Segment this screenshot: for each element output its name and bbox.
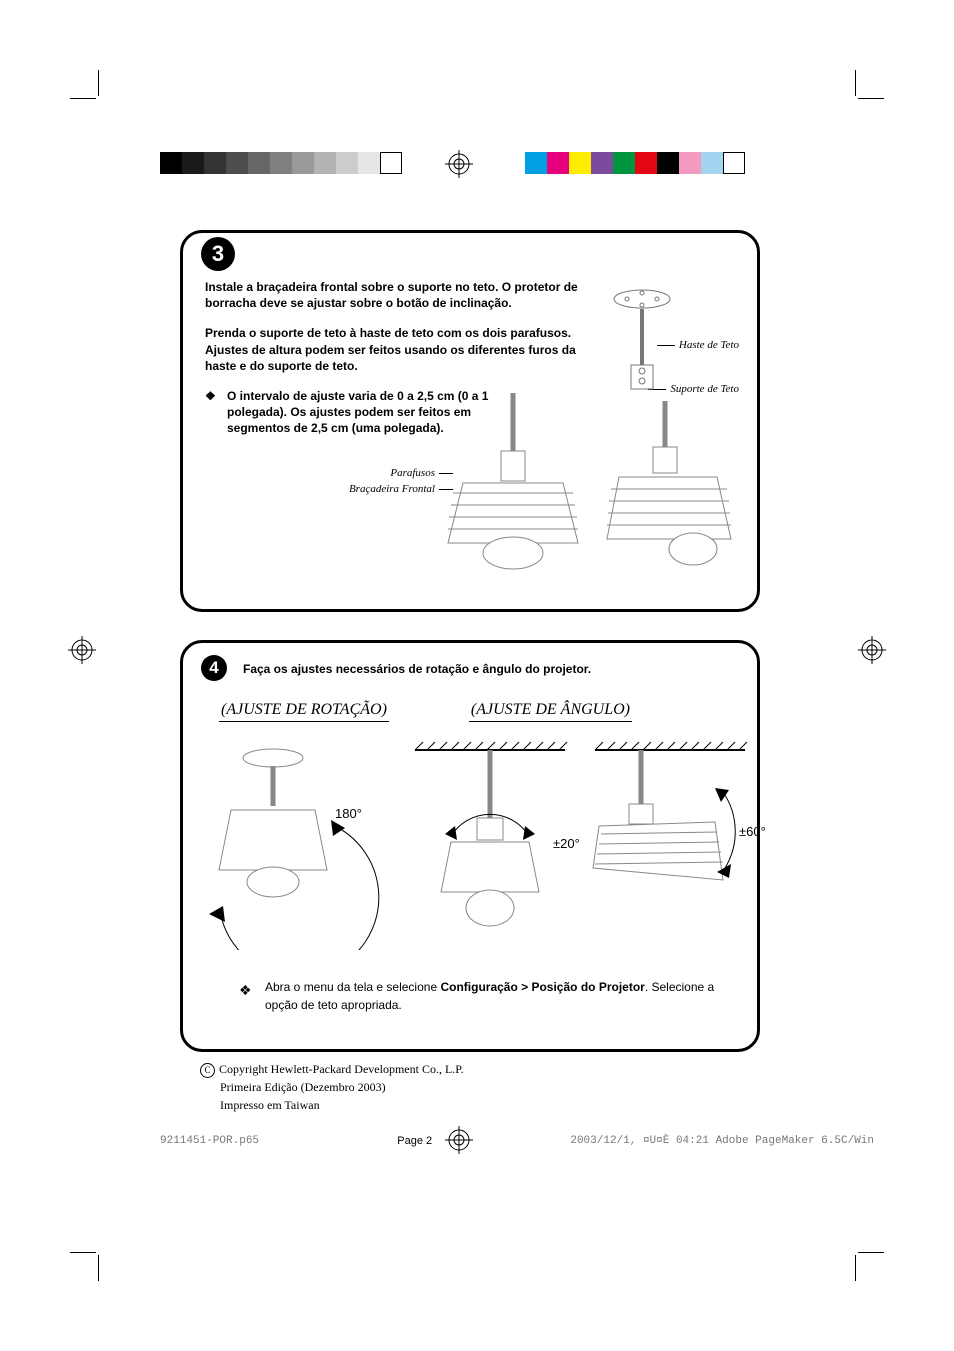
label-parafusos: Parafusos bbox=[333, 467, 453, 479]
crop-mark bbox=[855, 70, 856, 96]
tilt-60-label: ±60° bbox=[739, 824, 766, 839]
cmyk-colorbar bbox=[525, 152, 745, 174]
heading-angle: (AJUSTE DE ÂNGULO) bbox=[469, 701, 632, 722]
crop-mark bbox=[858, 1252, 884, 1253]
footer-edition: Primeira Edição (Dezembro 2003) bbox=[220, 1078, 386, 1096]
menu-note-bold: Configuração > Posição do Projetor bbox=[440, 980, 644, 994]
adjustment-headings-row: (AJUSTE DE ROTAÇÃO) (AJUSTE DE ÂNGULO) bbox=[205, 701, 735, 722]
label-bracadeira-frontal: Braçadeira Frontal bbox=[301, 483, 453, 495]
tilt-20-label: ±20° bbox=[553, 836, 580, 851]
projector-assembly-diagram-1 bbox=[443, 393, 583, 573]
registration-target-icon bbox=[445, 150, 473, 178]
print-page: 3 Instale a braçadeira frontal sobre o s… bbox=[0, 0, 954, 1351]
step-4-panel: 4 Faça os ajustes necessários de rotação… bbox=[180, 640, 760, 1052]
registration-target-icon bbox=[858, 636, 886, 664]
ceiling-plate-diagram bbox=[607, 287, 677, 397]
page-content: 3 Instale a braçadeira frontal sobre o s… bbox=[180, 230, 760, 1080]
slug-filename: 9211451-POR.p65 bbox=[160, 1135, 259, 1147]
copyright-icon: C bbox=[200, 1063, 215, 1078]
rotation-diagram bbox=[205, 740, 385, 950]
crop-mark bbox=[70, 98, 96, 99]
step3-paragraph-2: Prenda o suporte de teto à haste de teto… bbox=[205, 325, 605, 374]
slug-timestamp: 2003/12/1, ¤U¤È 04:21 Adobe PageMaker 6.… bbox=[570, 1135, 874, 1147]
footer-printed: Impresso em Taiwan bbox=[220, 1096, 320, 1114]
crop-mark bbox=[70, 1252, 96, 1253]
print-slug-line: 9211451-POR.p65 Page 2 2003/12/1, ¤U¤È 0… bbox=[160, 1135, 874, 1147]
step-3-panel: 3 Instale a braçadeira frontal sobre o s… bbox=[180, 230, 760, 612]
step-number-badge: 3 bbox=[201, 237, 235, 271]
page-footer: C Copyright Hewlett-Packard Development C… bbox=[200, 1060, 464, 1114]
step-number-badge: 4 bbox=[201, 655, 227, 681]
slug-page-number: Page 2 bbox=[397, 1135, 432, 1147]
step4-instruction: Faça os ajustes necessários de rotação e… bbox=[243, 661, 735, 677]
footer-copyright: Copyright Hewlett-Packard Development Co… bbox=[219, 1062, 464, 1076]
crop-mark bbox=[98, 70, 99, 96]
crop-mark bbox=[855, 1255, 856, 1281]
crop-mark bbox=[858, 98, 884, 99]
tilt-20-diagram bbox=[405, 740, 575, 950]
menu-configuration-note: Abra o menu da tela e selecione Configur… bbox=[205, 978, 735, 1014]
heading-rotation: (AJUSTE DE ROTAÇÃO) bbox=[219, 701, 389, 722]
crop-mark bbox=[98, 1255, 99, 1281]
rotation-angle-label: 180° bbox=[335, 806, 362, 821]
grayscale-colorbar bbox=[160, 152, 402, 174]
adjustment-diagrams: 180° ±20° bbox=[205, 740, 735, 960]
projector-assembly-diagram-2 bbox=[605, 401, 735, 573]
registration-target-icon bbox=[68, 636, 96, 664]
tilt-60-diagram bbox=[585, 740, 755, 950]
menu-note-pre: Abra o menu da tela e selecione bbox=[265, 980, 440, 994]
step3-paragraph-1: Instale a braçadeira frontal sobre o sup… bbox=[205, 279, 605, 311]
